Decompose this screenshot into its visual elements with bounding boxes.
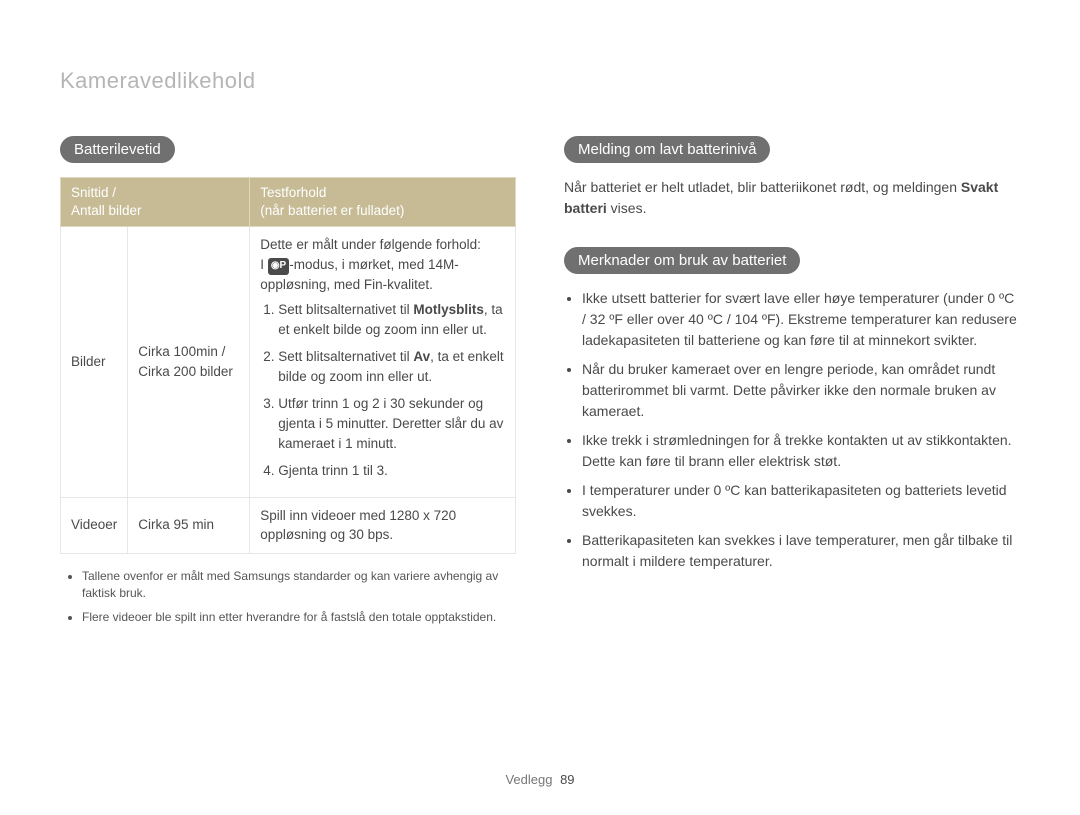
- th-test-conditions: Testforhold (når batteriet er fulladet): [250, 178, 516, 227]
- camera-mode-icon: ◉P: [268, 258, 289, 275]
- cond-intro: Dette er målt under følgende forhold:: [260, 235, 505, 255]
- list-item: Når du bruker kameraet over en lengre pe…: [582, 359, 1020, 422]
- right-column: Melding om lavt batterinivå Når batterie…: [564, 136, 1020, 632]
- battery-notes-list: Ikke utsett batterier for svært lave ell…: [564, 288, 1020, 572]
- page-header: Kameravedlikehold: [60, 68, 1020, 94]
- low-battery-text: Når batteriet er helt utladet, blir batt…: [564, 177, 1020, 219]
- page-footer: Vedlegg 89: [0, 772, 1080, 787]
- list-item: Sett blitsalternativet til Av, ta et enk…: [278, 347, 505, 386]
- cell-bilder-value: Cirka 100min / Cirka 200 bilder: [128, 227, 250, 497]
- content-columns: Batterilevetid Snittid / Antall bilder T…: [60, 136, 1020, 632]
- list-item: Flere videoer ble spilt inn etter hveran…: [82, 609, 516, 626]
- footnotes: Tallene ovenfor er målt med Samsungs sta…: [60, 568, 516, 626]
- battery-notes-heading: Merknader om bruk av batteriet: [564, 247, 800, 274]
- cell-video-conditions: Spill inn videoer med 1280 x 720 oppløsn…: [250, 497, 516, 553]
- table-row: Videoer Cirka 95 min Spill inn videoer m…: [61, 497, 516, 553]
- cell-video-value: Cirka 95 min: [128, 497, 250, 553]
- th-time-count: Snittid / Antall bilder: [61, 178, 250, 227]
- list-item: Ikke utsett batterier for svært lave ell…: [582, 288, 1020, 351]
- cell-bilder-label: Bilder: [61, 227, 128, 497]
- list-item: Gjenta trinn 1 til 3.: [278, 461, 505, 481]
- left-column: Batterilevetid Snittid / Antall bilder T…: [60, 136, 516, 632]
- list-item: Ikke trekk i strømledningen for å trekke…: [582, 430, 1020, 472]
- footer-label: Vedlegg: [505, 772, 552, 787]
- low-battery-heading: Melding om lavt batterinivå: [564, 136, 770, 163]
- page-number: 89: [560, 772, 574, 787]
- list-item: Batterikapasiteten kan svekkes i lave te…: [582, 530, 1020, 572]
- cell-video-label: Videoer: [61, 497, 128, 553]
- list-item: Utfør trinn 1 og 2 i 30 sekunder og gjen…: [278, 394, 505, 453]
- list-item: Tallene ovenfor er målt med Samsungs sta…: [82, 568, 516, 603]
- cell-bilder-conditions: Dette er målt under følgende forhold: I …: [250, 227, 516, 497]
- cond-mode-line: I ◉P-modus, i mørket, med 14M-oppløsning…: [260, 255, 505, 294]
- battery-life-heading: Batterilevetid: [60, 136, 175, 163]
- list-item: Sett blitsalternativet til Motlysblits, …: [278, 300, 505, 339]
- table-row: Bilder Cirka 100min / Cirka 200 bilder D…: [61, 227, 516, 497]
- battery-table: Snittid / Antall bilder Testforhold (når…: [60, 177, 516, 554]
- list-item: I temperaturer under 0 ºC kan batterikap…: [582, 480, 1020, 522]
- steps-list: Sett blitsalternativet til Motlysblits, …: [260, 300, 505, 481]
